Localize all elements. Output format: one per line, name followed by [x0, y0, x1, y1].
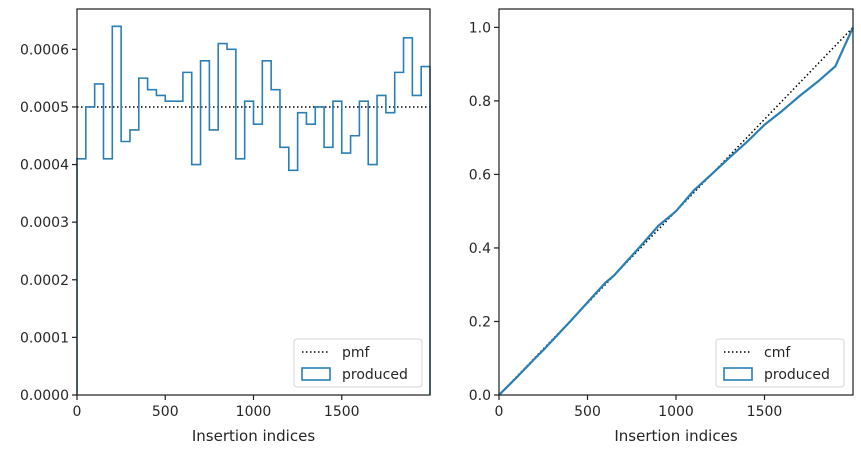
legend-swatch-produced — [723, 367, 753, 381]
y-tick-label: 0.0003 — [20, 215, 69, 231]
right-chart-panel: 0 500 1000 1500 0.0 0.2 0.4 0.6 0.8 1.0 Insertion … — [469, 8, 855, 445]
x-tick-label: 0 — [73, 404, 82, 420]
series-produced-mark — [76, 25, 431, 395]
legend-box — [293, 338, 423, 388]
y-tick-label: 0.0 — [469, 388, 491, 404]
x-axis-title: Insertion indices — [192, 427, 315, 445]
y-tick-label: 0.0000 — [20, 388, 69, 404]
y-tick-label: 0.6 — [469, 167, 491, 183]
y-tick-label: 0.4 — [469, 241, 491, 257]
x-tick-label: 1000 — [236, 404, 272, 420]
y-tick-label: 0.0001 — [20, 330, 69, 346]
x-tick-label: 1000 — [658, 404, 694, 420]
x-tick-label: 500 — [152, 404, 179, 420]
legend-label-produced: produced — [342, 367, 408, 383]
series-produced-mark — [498, 26, 855, 396]
x-tick-label: 1500 — [747, 404, 783, 420]
y-tick-label: 0.0004 — [20, 158, 69, 174]
legend-label-pmf: pmf — [342, 345, 371, 361]
y-tick-label: 0.0002 — [20, 273, 69, 289]
y-tick-label: 0.2 — [469, 314, 491, 330]
legend-label-cmf: cmf — [764, 345, 791, 361]
left-chart-panel: 0 500 1000 1500 0.0000 0.0001 0.0002 0.0003 0.00… — [20, 8, 431, 445]
y-tick-label: 1.0 — [469, 20, 491, 36]
legend: cmf produced — [715, 338, 845, 388]
y-tick-label: 0.0006 — [20, 42, 69, 58]
x-axis-title: Insertion indices — [614, 427, 737, 445]
x-tick-label: 0 — [495, 404, 504, 420]
legend-label-produced: produced — [764, 367, 830, 383]
legend: pmf produced — [293, 338, 423, 388]
x-tick-label: 500 — [574, 404, 601, 420]
y-tick-label: 0.8 — [469, 94, 491, 110]
y-tick-label: 0.0005 — [20, 100, 69, 116]
legend-swatch-produced — [301, 367, 331, 381]
legend-box — [715, 338, 845, 388]
x-tick-label: 1500 — [324, 404, 360, 420]
